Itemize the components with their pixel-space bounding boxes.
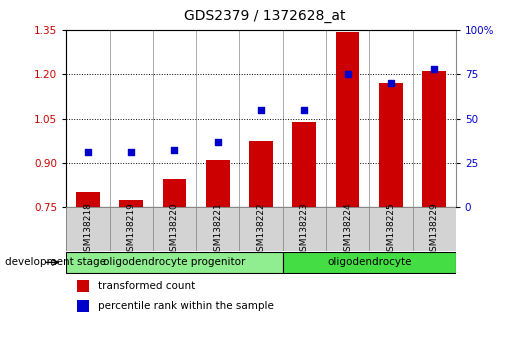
Text: percentile rank within the sample: percentile rank within the sample: [98, 301, 273, 311]
Bar: [335, 32, 359, 207]
Bar: [326, 207, 369, 251]
Text: GSM138225: GSM138225: [386, 202, 395, 257]
Text: GSM138220: GSM138220: [170, 202, 179, 257]
Point: [170, 148, 179, 153]
Point: [430, 66, 438, 72]
Text: GDS2379 / 1372628_at: GDS2379 / 1372628_at: [184, 9, 346, 23]
Bar: [196, 207, 240, 251]
Bar: [282, 252, 456, 273]
Bar: [77, 280, 89, 292]
Text: GSM138224: GSM138224: [343, 202, 352, 257]
Bar: [412, 207, 456, 251]
Bar: [76, 192, 100, 207]
Text: GSM138221: GSM138221: [213, 202, 222, 257]
Point: [343, 72, 352, 77]
Bar: [240, 207, 282, 251]
Text: development stage: development stage: [5, 257, 107, 267]
Bar: [293, 121, 316, 207]
Bar: [110, 207, 153, 251]
Text: oligodendrocyte: oligodendrocyte: [327, 257, 411, 267]
Text: transformed count: transformed count: [98, 281, 195, 291]
Point: [127, 149, 136, 155]
Bar: [77, 300, 89, 312]
Text: GSM138222: GSM138222: [257, 202, 266, 257]
Text: oligodendrocyte progenitor: oligodendrocyte progenitor: [103, 257, 245, 267]
Bar: [119, 200, 143, 207]
Bar: [369, 207, 412, 251]
Bar: [379, 83, 403, 207]
Bar: [153, 207, 196, 251]
Text: GSM138219: GSM138219: [127, 202, 136, 257]
Point: [84, 149, 92, 155]
Text: GSM138223: GSM138223: [300, 202, 309, 257]
Bar: [66, 252, 282, 273]
Bar: [282, 207, 326, 251]
Point: [257, 107, 265, 113]
Text: GSM138218: GSM138218: [83, 202, 92, 257]
Bar: [163, 179, 187, 207]
Point: [387, 80, 395, 86]
Bar: [249, 141, 273, 207]
Point: [300, 107, 308, 113]
Text: GSM138229: GSM138229: [430, 202, 439, 257]
Bar: [66, 207, 110, 251]
Bar: [422, 72, 446, 207]
Bar: [206, 160, 229, 207]
Point: [214, 139, 222, 144]
